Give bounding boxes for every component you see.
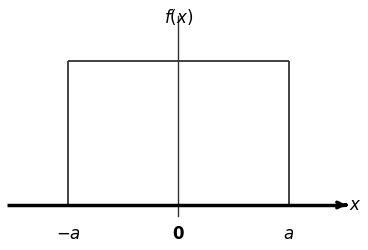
Text: $x$: $x$ [349,196,361,214]
Text: $-a$: $-a$ [56,225,81,243]
Text: $\mathbf{0}$: $\mathbf{0}$ [172,225,185,243]
Text: $a$: $a$ [283,225,294,243]
Text: $f(x)$: $f(x)$ [164,7,193,27]
